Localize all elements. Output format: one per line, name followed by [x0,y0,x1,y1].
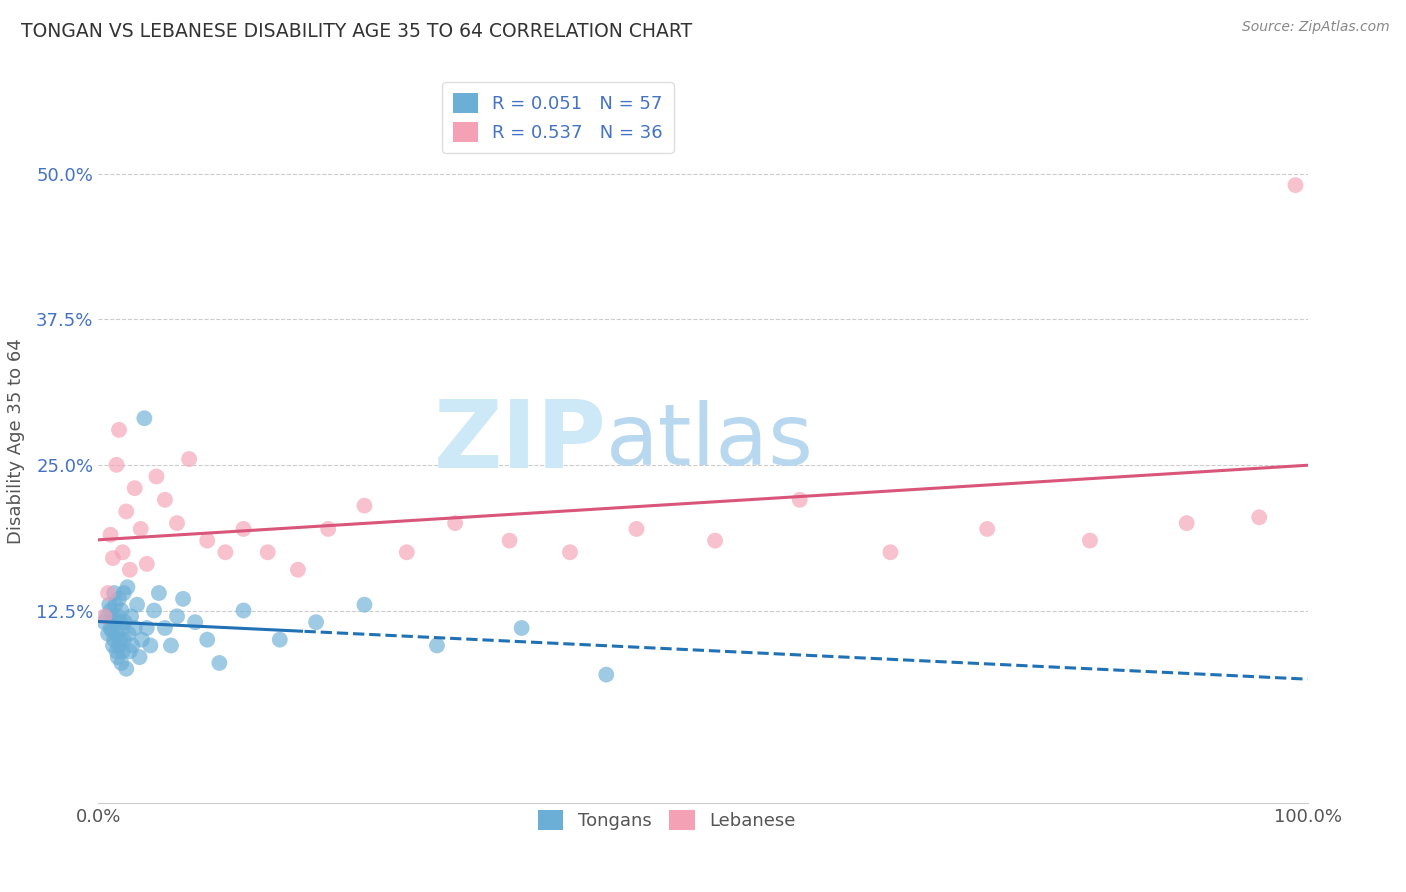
Point [115,662,138,676]
Point [426,639,449,653]
Point [1284,178,1306,193]
Point [111,545,134,559]
Point [879,545,901,559]
Point [498,533,520,548]
Point [135,557,157,571]
Point [120,609,142,624]
Point [208,656,231,670]
Point [118,644,141,658]
Point [115,504,138,518]
Point [108,639,131,653]
Point [305,615,328,630]
Point [626,522,648,536]
Point [127,598,149,612]
Point [976,522,998,536]
Legend: Tongans, Lebanese: Tongans, Lebanese [530,803,803,837]
Point [105,644,128,658]
Point [558,545,581,559]
Point [353,598,375,612]
Point [108,423,131,437]
Point [110,603,132,617]
Point [111,621,134,635]
Point [101,639,124,653]
Point [104,615,127,630]
Point [93,609,115,624]
Point [153,492,176,507]
Point [184,615,207,630]
Point [179,452,201,467]
Point [121,639,143,653]
Point [148,586,170,600]
Point [97,586,120,600]
Point [704,533,727,548]
Point [124,621,146,635]
Point [287,563,309,577]
Point [595,667,617,681]
Point [134,411,156,425]
Point [100,603,122,617]
Point [108,632,131,647]
Point [108,615,131,630]
Point [100,528,122,542]
Text: TONGAN VS LEBANESE DISABILITY AGE 35 TO 64 CORRELATION CHART: TONGAN VS LEBANESE DISABILITY AGE 35 TO … [21,22,692,41]
Point [101,551,124,566]
Point [112,586,135,600]
Point [96,609,118,624]
Point [316,522,339,536]
Point [117,580,139,594]
Point [100,624,122,638]
Y-axis label: Disability Age 35 to 64: Disability Age 35 to 64 [7,339,25,544]
Point [124,481,146,495]
Point [104,598,127,612]
Point [107,609,129,624]
Point [172,591,194,606]
Point [1249,510,1271,524]
Point [98,598,121,612]
Point [107,650,129,665]
Point [105,458,128,472]
Point [269,632,291,647]
Point [232,603,254,617]
Point [145,469,167,483]
Point [93,615,115,630]
Point [139,639,162,653]
Point [114,615,136,630]
Point [131,632,153,647]
Point [129,522,152,536]
Text: ZIP: ZIP [433,395,606,488]
Point [143,603,166,617]
Point [112,632,135,647]
Point [256,545,278,559]
Point [111,644,134,658]
Point [166,516,188,530]
Point [105,627,128,641]
Point [103,632,125,647]
Point [1175,516,1198,530]
Point [100,621,122,635]
Point [195,632,218,647]
Point [395,545,418,559]
Text: Source: ZipAtlas.com: Source: ZipAtlas.com [1241,20,1389,34]
Point [789,492,811,507]
Point [510,621,533,635]
Point [160,639,183,653]
Point [1078,533,1101,548]
Point [101,612,124,626]
Point [118,563,141,577]
Point [135,621,157,635]
Point [97,627,120,641]
Point [195,533,218,548]
Point [353,499,375,513]
Point [118,627,141,641]
Point [166,609,188,624]
Text: atlas: atlas [606,400,814,483]
Point [232,522,254,536]
Point [214,545,236,559]
Point [444,516,467,530]
Point [103,586,125,600]
Point [128,650,150,665]
Point [153,621,176,635]
Point [108,591,131,606]
Point [110,656,132,670]
